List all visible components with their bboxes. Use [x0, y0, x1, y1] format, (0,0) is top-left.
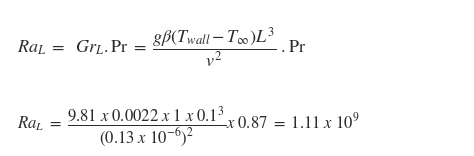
- Text: $Ra_L \ = \ \ Gr_L.\mathrm{Pr} \ = \ \dfrac{g\beta(T_{wall} - T_{\infty})L^3}{v^: $Ra_L \ = \ \ Gr_L.\mathrm{Pr} \ = \ \df…: [17, 26, 306, 70]
- Text: $Ra_L \ = \ \dfrac{9.81 \ x \ 0.0022 \ x \ 1 \ x \ 0.1^3}{(0.13 \ x \ 10^{-6})^2: $Ra_L \ = \ \dfrac{9.81 \ x \ 0.0022 \ x…: [17, 104, 359, 148]
